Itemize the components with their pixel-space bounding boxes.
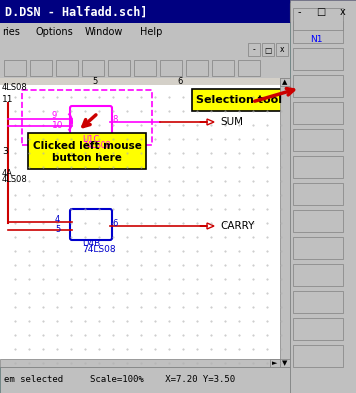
Bar (293, 48, 343, 70)
Bar (293, 210, 343, 232)
Text: ▼: ▼ (282, 360, 288, 366)
Text: 4: 4 (55, 215, 60, 224)
Bar (0, 41, 290, 58)
FancyBboxPatch shape (70, 209, 112, 240)
Bar (30, 60, 52, 76)
Bar (293, 102, 343, 124)
Text: 9: 9 (52, 112, 57, 121)
Text: 10: 10 (52, 121, 63, 130)
Bar (293, 183, 343, 205)
Bar (0, 78, 290, 85)
Bar (0, 359, 280, 367)
Bar (0, 367, 290, 393)
Text: x: x (340, 7, 346, 17)
Text: 6: 6 (112, 220, 117, 228)
Text: N1: N1 (310, 35, 323, 44)
Bar (293, 8, 343, 30)
Bar (312, 3, 330, 21)
Bar (0, 23, 290, 41)
Text: Selection tool: Selection tool (196, 95, 282, 105)
Text: ries: ries (2, 27, 20, 37)
Bar (82, 60, 104, 76)
FancyArrow shape (200, 119, 214, 125)
Bar (262, 43, 274, 56)
Bar (293, 156, 343, 178)
Text: 3: 3 (2, 147, 8, 156)
Text: x: x (280, 46, 284, 55)
Bar (293, 291, 343, 313)
FancyBboxPatch shape (192, 89, 287, 111)
Bar (22, 90, 152, 145)
Text: 5: 5 (92, 77, 98, 86)
Text: U1C: U1C (82, 136, 99, 145)
Text: □: □ (316, 7, 326, 17)
Text: 4LS08: 4LS08 (2, 176, 28, 184)
Bar (334, 3, 352, 21)
Text: button here: button here (52, 153, 122, 163)
Bar (293, 264, 343, 286)
Bar (293, 75, 343, 97)
Bar (108, 60, 130, 76)
Bar (238, 60, 260, 76)
Bar (293, 345, 343, 367)
Text: 11: 11 (2, 95, 14, 105)
Bar (280, 359, 290, 367)
Text: U4B: U4B (82, 239, 100, 248)
Bar (134, 60, 156, 76)
Text: Clicked left mouse: Clicked left mouse (32, 141, 141, 151)
Bar (160, 60, 182, 76)
FancyBboxPatch shape (28, 133, 146, 169)
Text: 74LS08: 74LS08 (82, 141, 110, 149)
Text: -: - (297, 7, 301, 17)
Text: D.DSN - Halfadd.sch]: D.DSN - Halfadd.sch] (5, 6, 147, 18)
Bar (290, 3, 308, 21)
Bar (293, 129, 343, 151)
Bar (248, 43, 260, 56)
Text: 8: 8 (112, 114, 117, 123)
Text: Options: Options (35, 27, 73, 37)
Bar (293, 21, 343, 43)
Text: em selected     Scale=100%    X=7.20 Y=3.50: em selected Scale=100% X=7.20 Y=3.50 (4, 375, 235, 384)
Bar (280, 78, 290, 86)
Text: SUM: SUM (220, 117, 243, 127)
Text: 4A: 4A (2, 169, 13, 178)
Text: Window: Window (85, 27, 124, 37)
Bar (212, 60, 234, 76)
Text: 5: 5 (55, 226, 60, 235)
Text: Help: Help (140, 27, 162, 37)
Text: -: - (253, 46, 255, 55)
Bar (280, 78, 290, 367)
Bar (290, 0, 356, 393)
Bar (276, 43, 288, 56)
Bar (293, 237, 343, 259)
Text: □: □ (265, 46, 272, 55)
Text: 6: 6 (177, 77, 183, 86)
Text: 74LS08: 74LS08 (82, 244, 116, 253)
Bar (293, 318, 343, 340)
Text: 4LS08: 4LS08 (2, 83, 28, 92)
Bar (56, 60, 78, 76)
FancyBboxPatch shape (70, 106, 112, 137)
Text: ►: ► (272, 360, 278, 366)
Bar (0, 78, 290, 367)
Bar (4, 60, 26, 76)
Bar (0, 58, 290, 78)
FancyArrow shape (200, 223, 214, 229)
Bar (270, 359, 280, 367)
Bar (186, 60, 208, 76)
Text: CARRY: CARRY (220, 221, 255, 231)
Bar (0, 0, 356, 23)
Text: ▲: ▲ (282, 79, 288, 85)
